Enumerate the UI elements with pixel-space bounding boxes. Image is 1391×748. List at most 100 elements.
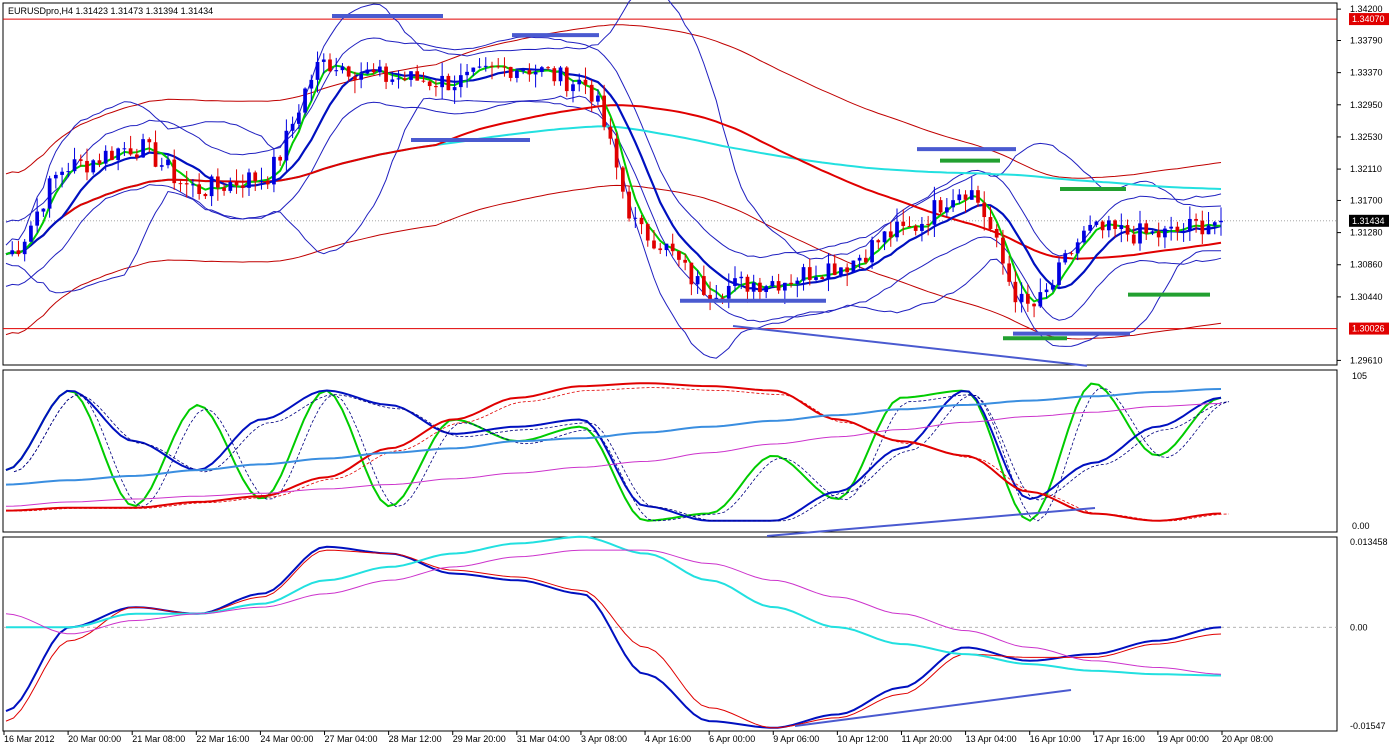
candle-body	[247, 172, 251, 188]
candle	[1175, 221, 1180, 241]
price-tick-label: 1.32530	[1350, 132, 1383, 142]
candle	[876, 238, 881, 250]
inner-band-upper	[5, 36, 1222, 259]
candle	[253, 170, 258, 192]
candle	[807, 258, 812, 286]
candle	[303, 87, 307, 115]
candle	[546, 66, 550, 71]
candle-body	[53, 174, 58, 179]
candle-body	[159, 165, 164, 167]
candle-body	[589, 84, 594, 102]
time-tick-label: 3 Apr 08:00	[581, 734, 627, 744]
candle	[1206, 212, 1211, 235]
candle	[1138, 210, 1142, 251]
candle	[533, 64, 538, 88]
candle	[1219, 207, 1223, 236]
candle	[440, 62, 445, 100]
candle-body	[265, 180, 270, 185]
candle-body	[1212, 222, 1217, 226]
candle-body	[228, 182, 233, 191]
candle-body	[820, 277, 825, 280]
macd-cyan	[6, 535, 1221, 677]
candle-body	[751, 282, 756, 292]
candle	[128, 135, 133, 156]
candle	[1019, 282, 1024, 313]
candle-body	[951, 200, 955, 208]
candle-body	[602, 95, 607, 127]
candle	[633, 207, 638, 229]
candle	[689, 262, 694, 296]
time-tick-label: 13 Apr 04:00	[966, 734, 1017, 744]
candle	[147, 137, 152, 153]
candle-body	[1094, 221, 1099, 225]
candle-body	[502, 66, 507, 68]
candle	[1113, 219, 1117, 238]
price-pane	[3, 0, 1337, 367]
candle	[1082, 226, 1086, 244]
oscillator-red	[5, 382, 1222, 522]
candle-body	[776, 281, 781, 291]
candle-body	[440, 75, 445, 88]
time-tick-label: 22 Mar 16:00	[196, 734, 249, 744]
candle-body	[103, 150, 108, 164]
candle-body	[315, 61, 320, 80]
candle	[1212, 220, 1217, 235]
candle	[1057, 257, 1061, 289]
price-tick-label: 1.31280	[1350, 228, 1383, 238]
candle-body	[396, 78, 401, 80]
candle	[446, 73, 451, 91]
candle	[558, 65, 563, 86]
candle	[247, 168, 251, 196]
candle-body	[1069, 253, 1074, 255]
candle-body	[191, 184, 195, 186]
candle	[926, 215, 931, 236]
candle-body	[1219, 220, 1223, 223]
oscillator-bottom-label: 0.00	[1352, 521, 1370, 531]
candle	[982, 191, 987, 231]
candle-body	[209, 176, 214, 197]
candle-body	[633, 217, 638, 219]
candle-body	[1113, 220, 1117, 230]
candle	[857, 254, 862, 269]
candle-body	[1082, 230, 1086, 243]
candle-body	[839, 267, 843, 276]
candle	[16, 240, 21, 257]
candle	[29, 221, 33, 243]
candle	[159, 157, 164, 171]
candle-body	[203, 193, 208, 197]
candle	[290, 116, 295, 139]
price-tick-label: 1.30860	[1350, 260, 1383, 270]
candle-body	[963, 194, 968, 200]
divergence-line-macd	[794, 689, 1072, 727]
candle-body	[758, 282, 762, 292]
candle	[627, 185, 631, 222]
pane-frame-2	[2, 536, 1338, 732]
candle-body	[371, 69, 376, 73]
macd-top-label: 0.013458	[1350, 537, 1388, 547]
candle	[1131, 225, 1136, 246]
candle-body	[1044, 289, 1049, 293]
time-tick-label: 27 Mar 04:00	[325, 734, 378, 744]
candle	[645, 222, 650, 247]
candle-body	[303, 88, 307, 113]
candle-body	[515, 70, 519, 78]
candle	[1032, 303, 1036, 318]
oscillator-green	[5, 382, 1222, 522]
candle	[60, 167, 64, 188]
candle	[496, 58, 501, 69]
candle-body	[47, 178, 52, 209]
candle	[396, 70, 401, 89]
time-tick-label: 6 Apr 00:00	[709, 734, 755, 744]
candle-body	[957, 194, 962, 201]
candle-body	[234, 182, 239, 186]
candle-body	[901, 221, 906, 226]
candle-body	[490, 65, 494, 67]
candle-body	[340, 66, 345, 71]
pane-frame-0	[2, 2, 1338, 366]
candle-body	[876, 240, 881, 243]
candle-body	[1131, 234, 1136, 244]
candle-body	[1025, 293, 1030, 304]
candle	[683, 253, 688, 271]
